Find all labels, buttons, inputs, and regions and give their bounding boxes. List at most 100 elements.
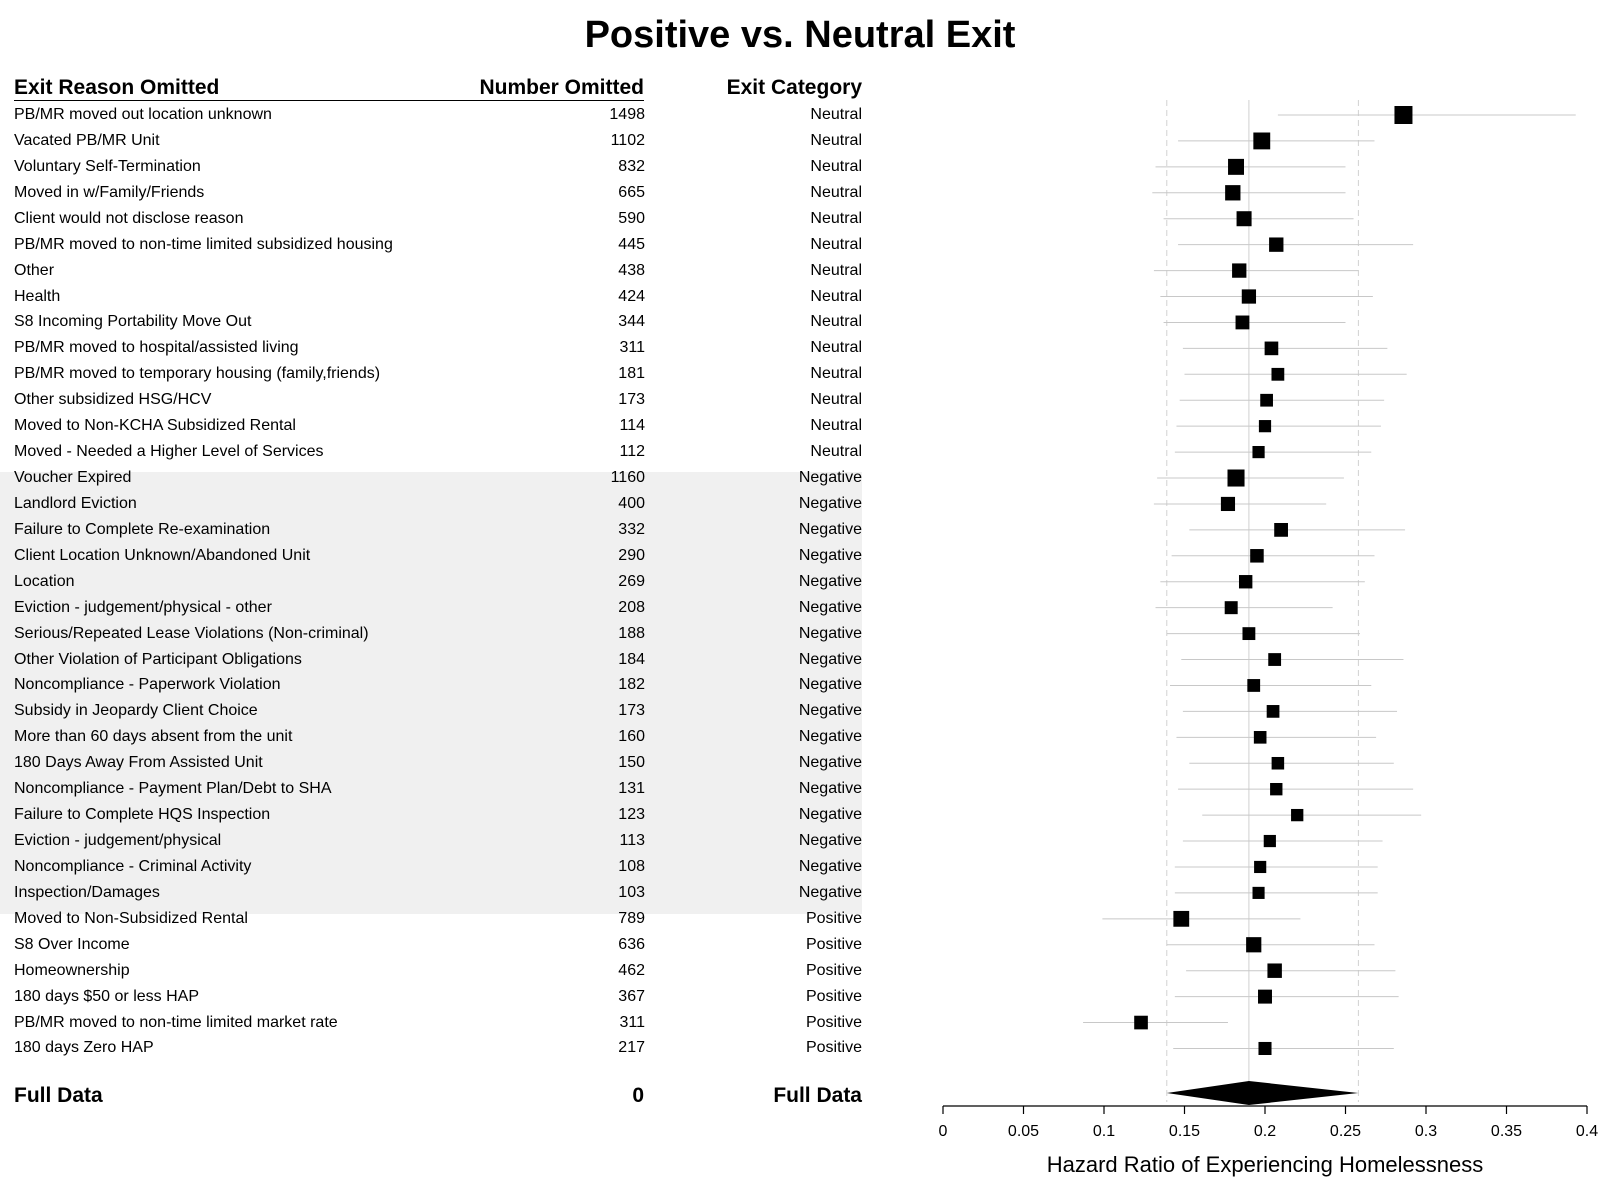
row-number-omitted: 103 — [618, 883, 645, 901]
table-row: Moved to Non-KCHA Subsidized Rental 114 Ne… — [0, 413, 870, 439]
row-exit-category: Positive — [805, 909, 862, 927]
header-underline — [14, 100, 644, 101]
table-row: 180 days $50 or less HAP 367 Positive — [0, 984, 870, 1010]
table-row: PB/MR moved to non-time limited market r… — [0, 1010, 870, 1036]
point-estimate-marker — [1291, 808, 1304, 822]
x-tick-label: 0.05 — [1008, 1123, 1039, 1140]
table-row: Homeownership 462 Positive — [0, 958, 870, 984]
row-number-omitted: 311 — [619, 339, 645, 357]
row-exit-category: Positive — [805, 961, 862, 979]
point-estimate-marker — [1225, 185, 1241, 201]
row-number-omitted: 217 — [618, 1039, 645, 1057]
row-exit-category: Neutral — [810, 417, 862, 435]
row-number-omitted: 462 — [618, 961, 645, 979]
point-estimate-marker — [1271, 367, 1285, 381]
row-exit-category: Negative — [798, 572, 862, 590]
table-row: Client would not disclose reason 590 Neutr… — [0, 206, 870, 232]
header-exit-category: Exit Category — [726, 76, 862, 99]
table-row: Location 269 Negative — [0, 569, 870, 595]
row-exit-reason: 180 days $50 or less HAP — [14, 987, 199, 1005]
point-estimate-marker — [1270, 782, 1283, 796]
table-row: Eviction - judgement/physical 113 Negative — [0, 828, 870, 854]
point-estimate-marker — [1246, 937, 1262, 953]
x-tick-label: 0.15 — [1169, 1123, 1200, 1140]
table-row: Failure to Complete HQS Inspection 123 Neg… — [0, 802, 870, 828]
table-row: 180 days Zero HAP 217 Positive — [0, 1035, 870, 1061]
row-number-omitted: 160 — [618, 728, 645, 746]
point-estimate-marker — [1264, 341, 1279, 356]
row-exit-reason: More than 60 days absent from the unit — [14, 728, 293, 746]
row-exit-category: Negative — [798, 520, 862, 538]
row-exit-category: Negative — [798, 676, 862, 694]
point-estimate-marker — [1274, 522, 1288, 537]
row-exit-reason: Vacated PB/MR Unit — [14, 131, 160, 149]
row-number-omitted: 445 — [618, 235, 645, 253]
row-exit-reason: Voucher Expired — [14, 469, 132, 487]
row-exit-reason: Eviction - judgement/physical — [14, 832, 222, 850]
row-number-omitted: 182 — [618, 676, 645, 694]
negative-category-band — [0, 472, 862, 914]
x-tick-label: 0.4 — [1576, 1123, 1598, 1140]
point-estimate-marker — [1232, 263, 1247, 278]
row-exit-category: Negative — [798, 624, 862, 642]
row-exit-category: Neutral — [810, 209, 862, 227]
point-estimate-marker — [1258, 1041, 1272, 1056]
row-exit-reason: Moved in w/Family/Friends — [14, 183, 205, 201]
row-number-omitted: 311 — [619, 1013, 645, 1031]
point-estimate-marker — [1266, 705, 1280, 718]
point-estimate-marker — [1228, 158, 1245, 175]
row-exit-category: Neutral — [810, 287, 862, 305]
row-exit-reason: Health — [14, 287, 61, 305]
table-row: Moved - Needed a Higher Level of Service… — [0, 439, 870, 465]
row-exit-reason: Noncompliance - Criminal Activity — [14, 857, 252, 875]
table-row: Client Location Unknown/Abandoned Unit 29… — [0, 543, 870, 569]
row-number-omitted: 332 — [618, 520, 645, 538]
row-exit-category: Negative — [798, 806, 862, 824]
header-number-omitted: Number Omitted — [479, 76, 644, 99]
row-number-omitted: 424 — [618, 287, 645, 305]
row-number-omitted: 113 — [619, 832, 645, 850]
row-exit-category: Negative — [798, 702, 862, 720]
point-estimate-marker — [1238, 575, 1253, 589]
point-estimate-marker — [1253, 132, 1271, 150]
table-row: Subsidy in Jeopardy Client Choice 173 Nega… — [0, 698, 870, 724]
row-number-omitted: 832 — [618, 157, 645, 175]
table-row: Noncompliance - Criminal Activity 108 Nega… — [0, 854, 870, 880]
row-exit-reason: Client Location Unknown/Abandoned Unit — [14, 546, 311, 564]
row-number-omitted: 367 — [618, 987, 645, 1005]
row-exit-category: Neutral — [810, 131, 862, 149]
point-estimate-marker — [1247, 679, 1261, 692]
row-exit-category: Positive — [805, 1013, 862, 1031]
point-estimate-marker — [1271, 756, 1285, 770]
row-exit-reason: S8 Incoming Portability Move Out — [14, 313, 252, 331]
row-exit-category: Negative — [798, 469, 862, 487]
point-estimate-marker — [1224, 601, 1238, 615]
table-row: PB/MR moved to temporary housing (family… — [0, 361, 870, 387]
row-number-omitted: 123 — [618, 806, 645, 824]
row-exit-reason: Other subsidized HSG/HCV — [14, 391, 212, 409]
row-exit-category: Neutral — [810, 106, 862, 123]
point-estimate-marker — [1250, 549, 1264, 563]
row-exit-category: Positive — [805, 1039, 862, 1057]
row-exit-category: Positive — [805, 935, 862, 953]
point-estimate-marker — [1267, 963, 1282, 978]
table-row: More than 60 days absent from the unit 16… — [0, 724, 870, 750]
table-row: Other Violation of Participant Obligatio… — [0, 647, 870, 673]
row-exit-category: Negative — [798, 598, 862, 616]
point-estimate-marker — [1269, 237, 1284, 252]
row-number-omitted: 269 — [618, 572, 645, 590]
row-exit-reason: Client would not disclose reason — [14, 209, 244, 227]
x-tick-label: 0.2 — [1254, 1123, 1276, 1140]
row-exit-reason: PB/MR moved to temporary housing (family… — [14, 365, 381, 383]
row-exit-reason: PB/MR moved to non-time limited subsidiz… — [14, 235, 393, 253]
row-exit-category: Neutral — [810, 313, 862, 331]
row-exit-category: Neutral — [810, 391, 862, 409]
x-tick-label: 0.3 — [1415, 1123, 1437, 1140]
row-number-omitted: 208 — [618, 598, 645, 616]
row-exit-category: Negative — [798, 832, 862, 850]
point-estimate-marker — [1258, 989, 1272, 1004]
summary-diamond — [1166, 1081, 1359, 1105]
summary-category: Full Data — [773, 1084, 862, 1107]
table-row: Inspection/Damages 103 Negative — [0, 880, 870, 906]
